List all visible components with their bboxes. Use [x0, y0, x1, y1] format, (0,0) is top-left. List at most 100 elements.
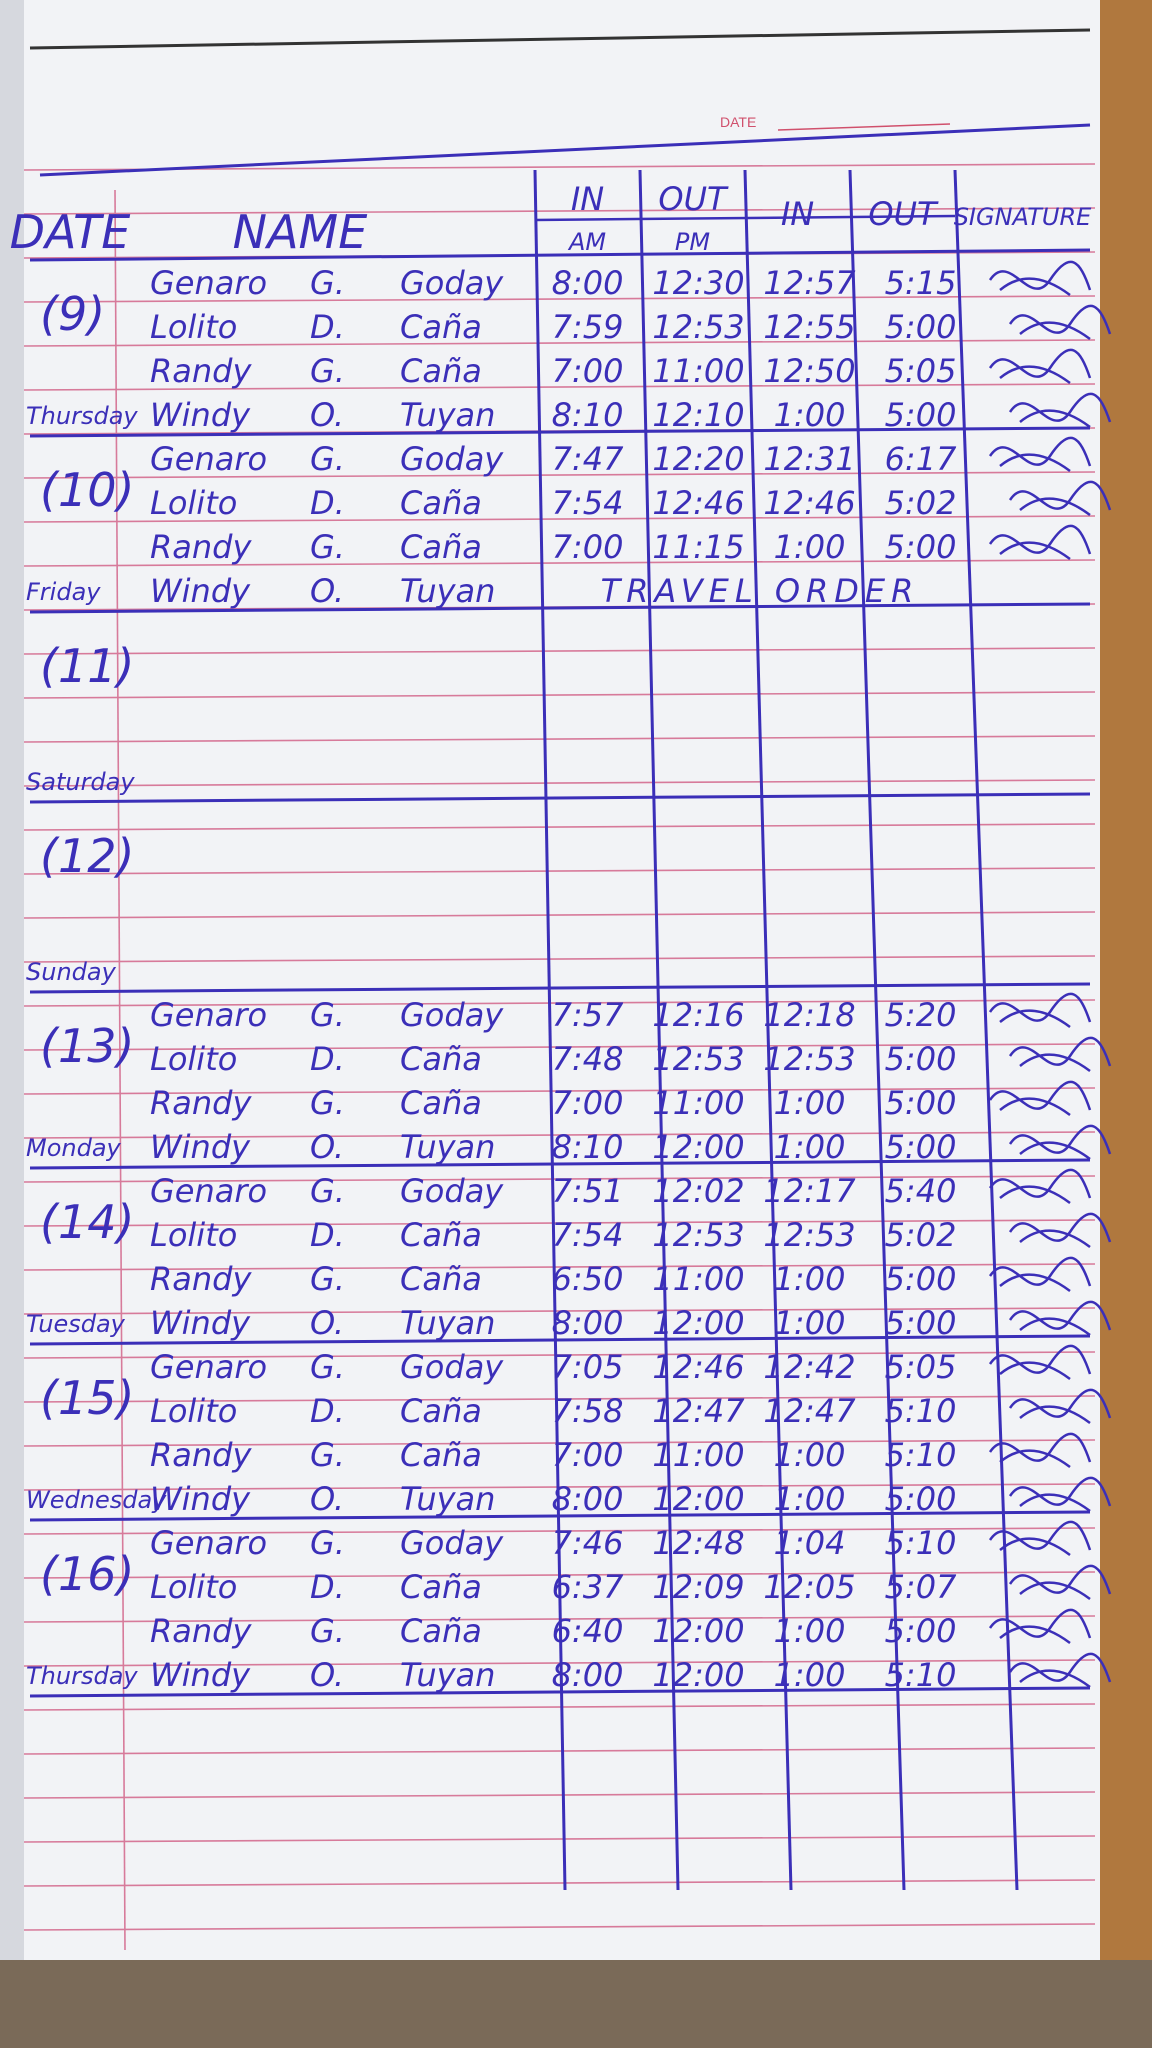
middle-initial: D. [310, 1392, 345, 1430]
time-entry: 5:07 [885, 1568, 958, 1606]
time-entry: 12:05 [763, 1568, 855, 1606]
time-entry: 8:10 [552, 1128, 624, 1166]
middle-initial: G. [310, 1172, 345, 1210]
rule-line [23, 1395, 1096, 1403]
time-entry: 5:02 [885, 484, 957, 522]
first-name: Lolito [150, 308, 237, 346]
day-number: (12) [40, 829, 134, 883]
time-entry: 7:00 [552, 352, 624, 390]
rule-line [23, 999, 1096, 1007]
rule-line [23, 1923, 1096, 1931]
day-number: (9) [40, 287, 105, 341]
column-header: IN [781, 195, 814, 233]
time-entry: 12:53 [652, 308, 744, 346]
first-name: Lolito [150, 1040, 237, 1078]
signature-scribble [1008, 1124, 1112, 1161]
weekday: Monday [26, 1134, 122, 1162]
rule-line [23, 1439, 1096, 1447]
column-header: IN [571, 180, 604, 218]
last-name: Tuyan [400, 572, 495, 610]
time-entry: 6:37 [552, 1568, 625, 1606]
middle-initial: D. [310, 1216, 345, 1254]
signature-scribble [1008, 1300, 1112, 1337]
middle-initial: G. [310, 352, 345, 390]
last-name: Caña [400, 308, 482, 346]
time-entry: 12:16 [652, 996, 744, 1034]
time-entry: 7:58 [552, 1392, 624, 1430]
time-entry: 5:00 [885, 1128, 957, 1166]
last-name: Goday [400, 264, 504, 302]
weekday: Thursday [26, 402, 138, 430]
time-entry: 12:46 [763, 484, 855, 522]
time-entry: 5:00 [885, 1260, 957, 1298]
column-divider [953, 169, 1019, 1891]
time-entry: 11:00 [652, 1260, 744, 1298]
first-name: Randy [150, 1084, 252, 1122]
rule-line [23, 779, 1096, 787]
signature-scribble [1008, 1652, 1112, 1689]
signature-scribble [988, 436, 1092, 473]
rule-line [23, 1351, 1096, 1359]
time-entry: 12:00 [652, 1612, 744, 1650]
first-name: Windy [150, 396, 251, 434]
last-name: Tuyan [400, 396, 495, 434]
middle-initial: G. [310, 440, 345, 478]
column-header: NAME [233, 205, 368, 259]
time-entry: 5:02 [885, 1216, 957, 1254]
day-number: (14) [40, 1195, 134, 1249]
first-name: Genaro [150, 1524, 267, 1562]
time-entry: 1:00 [774, 1304, 846, 1342]
last-name: Goday [400, 440, 504, 478]
rule-line [23, 691, 1096, 699]
time-entry: 7:46 [552, 1524, 624, 1562]
time-entry: 12:00 [652, 1128, 744, 1166]
rule-line [23, 1791, 1096, 1799]
day-number: (11) [40, 639, 134, 693]
column-divider [638, 169, 680, 1891]
first-name: Windy [150, 1128, 251, 1166]
first-name: Genaro [150, 440, 267, 478]
time-entry: 12:30 [652, 264, 744, 302]
day-number: (10) [40, 463, 134, 517]
rule-line [23, 515, 1096, 523]
time-entry: 12:53 [763, 1216, 855, 1254]
time-entry: 5:00 [885, 396, 957, 434]
time-entry: 5:10 [885, 1436, 957, 1474]
middle-initial: G. [310, 528, 345, 566]
time-entry: 11:00 [652, 1436, 744, 1474]
rule-line [23, 207, 1096, 215]
time-entry: 1:00 [774, 1612, 846, 1650]
middle-initial: O. [310, 396, 344, 434]
weekday: Saturday [26, 768, 135, 796]
last-name: Tuyan [400, 1128, 495, 1166]
table-content: DATE DATE NAME IN AM OUT PM IN OUT SIGNATURE (9) T… [10, 114, 1112, 1694]
entry-note: TRAVEL ORDER [601, 572, 920, 610]
time-entry: 1:00 [774, 528, 846, 566]
time-entry: 12:55 [763, 308, 855, 346]
first-name: Genaro [150, 1172, 267, 1210]
last-name: Goday [400, 1172, 504, 1210]
middle-initial: G. [310, 1084, 345, 1122]
rule-line [23, 1747, 1096, 1755]
rule-line [23, 647, 1096, 655]
signature-scribble [1008, 1388, 1112, 1425]
time-entry: 7:00 [552, 528, 624, 566]
day-separator [29, 1686, 1091, 1698]
day-separator [29, 982, 1091, 994]
time-entry: 7:59 [552, 308, 624, 346]
column-subheader: PM [675, 228, 710, 256]
first-name: Randy [150, 528, 252, 566]
signature-scribble [988, 1344, 1092, 1381]
time-entry: 5:00 [885, 1304, 957, 1342]
last-name: Tuyan [400, 1304, 495, 1342]
middle-initial: D. [310, 1568, 345, 1606]
signature-scribble [988, 1608, 1092, 1645]
weekday: Tuesday [26, 1310, 126, 1338]
signature-scribble [988, 1432, 1092, 1469]
rule-line [23, 911, 1096, 919]
time-entry: 1:00 [774, 1656, 846, 1694]
last-name: Tuyan [400, 1480, 495, 1518]
date-line [777, 123, 951, 131]
day-separator [29, 1158, 1091, 1170]
time-entry: 6:40 [552, 1612, 624, 1650]
